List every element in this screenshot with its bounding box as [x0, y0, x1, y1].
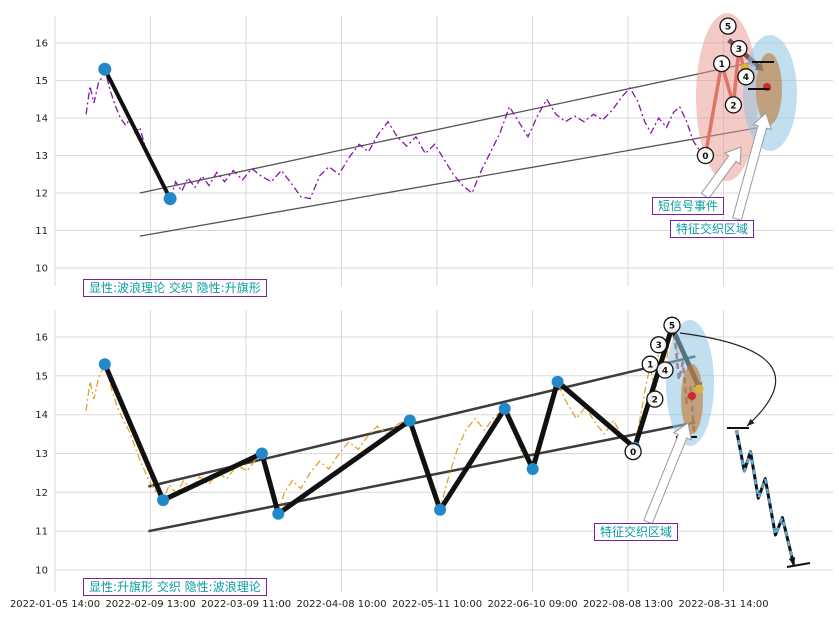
zigzag-arrowhead [788, 557, 796, 566]
y-tick-label: 10 [35, 264, 48, 275]
y-tick-label: 16 [35, 333, 48, 344]
x-tick-label: 2022-04-08 10:00 [296, 599, 386, 610]
callout-arrow [732, 112, 773, 221]
wave-marker-0 [624, 442, 642, 461]
channel-line [139, 61, 756, 194]
callout-arrow [643, 422, 693, 525]
y-tick-label: 12 [35, 189, 48, 200]
impulse-segment [102, 67, 173, 201]
wave-number-2: 2 [730, 101, 736, 111]
wave-number-0: 0 [702, 152, 708, 162]
wave-number-4: 4 [743, 73, 749, 83]
y-tick-label: 15 [35, 76, 48, 87]
y-tick-label: 10 [35, 566, 48, 577]
pivot-dot [255, 447, 268, 460]
wave-number-2: 2 [652, 396, 658, 406]
y-tick-label: 14 [35, 410, 48, 421]
callout-feature-zone-top: 特征交织区域 [670, 220, 755, 238]
pivot-dot [434, 503, 447, 516]
y-tick-label: 15 [35, 371, 48, 382]
x-tick-label: 2022-08-31 14:00 [678, 599, 768, 610]
callout-arrow [700, 146, 742, 200]
x-tick-label: 2022-05-11 10:00 [392, 599, 482, 610]
x-tick-label: 2022-01-05 14:00 [10, 599, 100, 610]
x-tick-label: 2022-06-10 09:00 [487, 599, 577, 610]
wave-marker-5 [719, 17, 737, 35]
price-series-top [85, 48, 754, 203]
pivot-dot [272, 507, 285, 520]
y-tick-label: 13 [35, 151, 48, 162]
curved-arrow [679, 332, 777, 427]
wave-number-3: 3 [736, 45, 742, 55]
y-tick-label: 14 [35, 114, 48, 125]
x-tick-label: 2022-03-09 11:00 [201, 599, 291, 610]
flag-zigzag [102, 324, 675, 517]
y-tick-label: 11 [35, 226, 48, 237]
caption-bottom-explicit-flag-implicit-wave: 显性:升旗形 交织 隐性:波浪理论 [83, 578, 267, 596]
wave-marker-3 [650, 336, 668, 354]
x-tick-label: 2022-08-08 13:00 [583, 599, 673, 610]
channel-line [139, 126, 761, 237]
wave-number-1: 1 [719, 60, 725, 70]
wave-marker-2 [646, 390, 664, 408]
pivot-dot [526, 463, 539, 475]
pivot-dot [98, 358, 111, 371]
wave-number-1: 1 [647, 361, 653, 371]
forecast-zigzag-black [735, 429, 796, 567]
wave-number-3: 3 [656, 341, 662, 351]
y-tick-label: 13 [35, 449, 48, 460]
wave-marker-1 [713, 54, 731, 73]
wave-marker-2 [724, 96, 743, 114]
wave-number-5: 5 [669, 322, 675, 332]
caption-top-explicit-wave-implicit-flag: 显性:波浪理论 交织 隐性:升旗形 [83, 279, 267, 297]
red-dot [688, 392, 696, 400]
y-tick-label: 16 [35, 39, 48, 50]
x-tick-label: 2022-02-09 13:00 [105, 599, 195, 610]
wave-number-0: 0 [630, 448, 636, 458]
wave-marker-3 [730, 39, 748, 58]
forecast-zigzag-blue-dash [735, 429, 796, 567]
pivot-dot [403, 414, 416, 427]
y-tick-label: 12 [35, 488, 48, 499]
callout-short-signal-event: 短信号事件 [652, 197, 725, 215]
wave-number-5: 5 [725, 23, 731, 33]
pivot-dot [498, 402, 511, 415]
wave-marker-0 [696, 146, 715, 165]
wave-number-4: 4 [662, 366, 668, 376]
range-tick [786, 562, 811, 568]
curved-arrowhead [747, 418, 755, 426]
pivot-dot [163, 192, 177, 206]
pivot-dot [98, 62, 112, 76]
pivot-dot [157, 494, 170, 507]
callout-feature-zone-bottom: 特征交织区域 [594, 523, 679, 541]
gold-dot [694, 384, 704, 394]
channel-line [148, 421, 696, 533]
wave-marker-4 [656, 361, 674, 379]
wave-marker-1 [641, 355, 659, 373]
wave-marker-5 [663, 316, 681, 334]
wave-marker-4 [737, 68, 755, 86]
y-tick-label: 11 [35, 527, 48, 538]
pivot-dot [551, 375, 564, 388]
